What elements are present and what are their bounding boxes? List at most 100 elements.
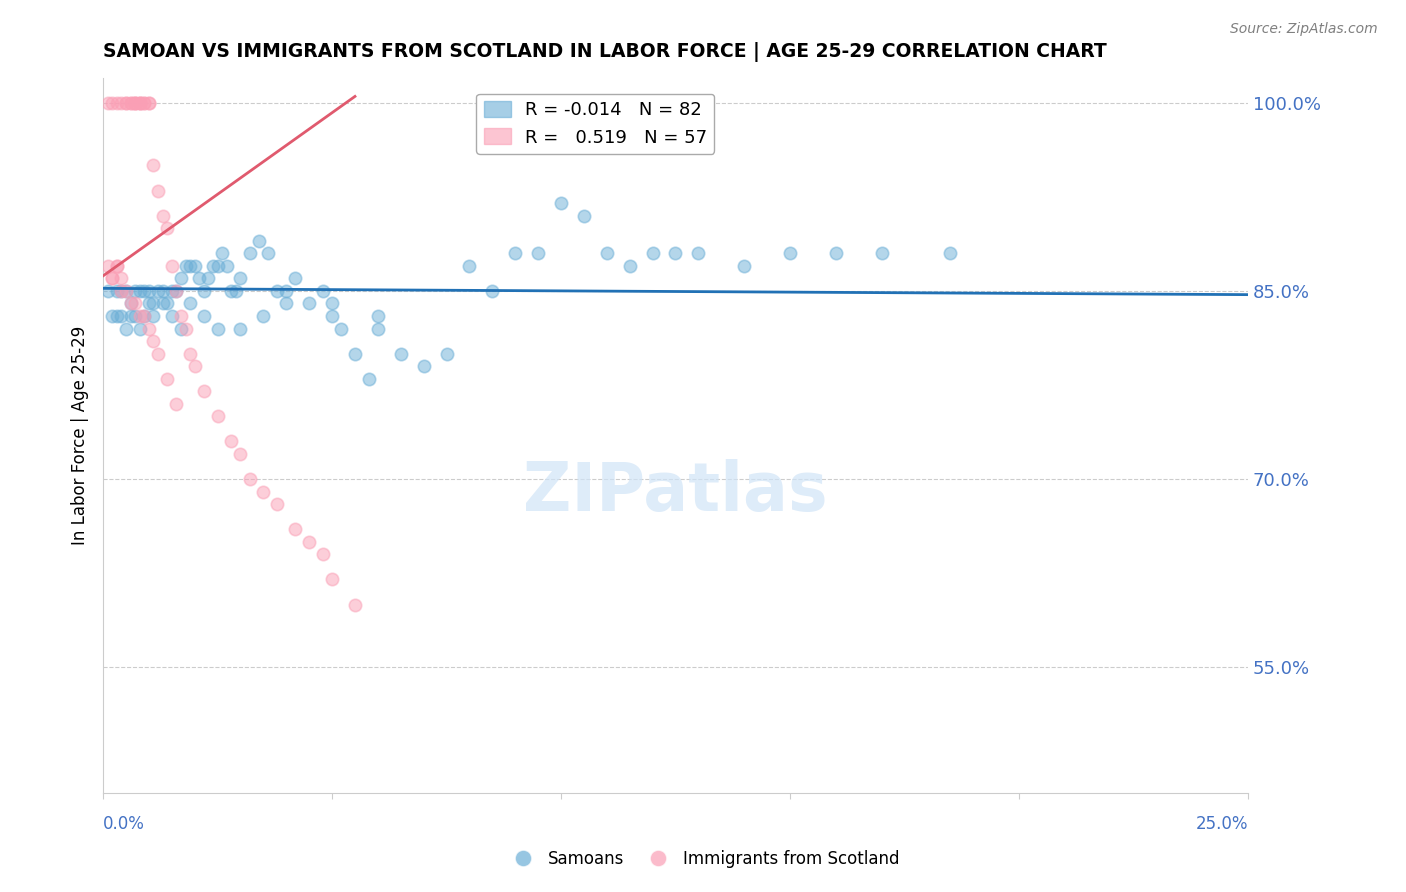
Point	[183, 259, 205, 273]
Point	[215, 259, 238, 273]
Point	[229, 271, 252, 285]
Point	[193, 309, 215, 323]
Point	[128, 95, 150, 110]
Point	[239, 472, 262, 486]
Point	[105, 259, 128, 273]
Point	[110, 95, 132, 110]
Point	[284, 271, 307, 285]
Point	[312, 284, 335, 298]
Point	[156, 372, 179, 386]
Point	[124, 284, 146, 298]
Point	[367, 309, 389, 323]
Point	[115, 284, 138, 298]
Legend: R = -0.014   N = 82, R =   0.519   N = 57: R = -0.014 N = 82, R = 0.519 N = 57	[477, 94, 714, 153]
Point	[124, 95, 146, 110]
Point	[170, 271, 193, 285]
Point	[110, 271, 132, 285]
Point	[458, 259, 481, 273]
Point	[179, 259, 201, 273]
Point	[128, 95, 150, 110]
Point	[321, 573, 343, 587]
Point	[207, 409, 229, 424]
Point	[481, 284, 503, 298]
Point	[572, 209, 595, 223]
Point	[202, 259, 225, 273]
Legend: Samoans, Immigrants from Scotland: Samoans, Immigrants from Scotland	[501, 844, 905, 875]
Point	[870, 246, 893, 260]
Point	[252, 484, 274, 499]
Point	[733, 259, 755, 273]
Point	[527, 246, 550, 260]
Point	[97, 284, 120, 298]
Point	[142, 158, 165, 172]
Point	[97, 95, 120, 110]
Point	[138, 95, 160, 110]
Point	[298, 534, 321, 549]
Point	[179, 296, 201, 310]
Point	[412, 359, 434, 373]
Point	[357, 372, 380, 386]
Text: ZIPatlas: ZIPatlas	[523, 459, 828, 525]
Point	[193, 384, 215, 399]
Point	[152, 296, 174, 310]
Point	[138, 95, 160, 110]
Point	[257, 246, 280, 260]
Point	[664, 246, 686, 260]
Point	[247, 234, 270, 248]
Point	[110, 309, 132, 323]
Point	[115, 321, 138, 335]
Point	[115, 284, 138, 298]
Point	[105, 309, 128, 323]
Point	[330, 321, 353, 335]
Point	[128, 284, 150, 298]
Point	[165, 284, 187, 298]
Point	[221, 284, 243, 298]
Point	[160, 309, 183, 323]
Point	[225, 284, 247, 298]
Point	[165, 397, 187, 411]
Point	[101, 271, 124, 285]
Text: SAMOAN VS IMMIGRANTS FROM SCOTLAND IN LABOR FORCE | AGE 25-29 CORRELATION CHART: SAMOAN VS IMMIGRANTS FROM SCOTLAND IN LA…	[103, 42, 1107, 62]
Point	[619, 259, 641, 273]
Point	[138, 296, 160, 310]
Point	[124, 296, 146, 310]
Point	[134, 309, 156, 323]
Point	[146, 184, 169, 198]
Point	[779, 246, 801, 260]
Point	[120, 296, 142, 310]
Point	[229, 447, 252, 461]
Point	[120, 296, 142, 310]
Point	[101, 95, 124, 110]
Point	[105, 259, 128, 273]
Point	[120, 95, 142, 110]
Point	[343, 598, 366, 612]
Point	[389, 346, 412, 360]
Point	[188, 271, 211, 285]
Point	[321, 309, 343, 323]
Point	[193, 284, 215, 298]
Point	[207, 321, 229, 335]
Point	[252, 309, 274, 323]
Point	[124, 309, 146, 323]
Point	[124, 95, 146, 110]
Point	[124, 95, 146, 110]
Point	[436, 346, 458, 360]
Text: 25.0%: 25.0%	[1195, 815, 1249, 833]
Point	[239, 246, 262, 260]
Point	[207, 259, 229, 273]
Point	[321, 296, 343, 310]
Point	[120, 95, 142, 110]
Point	[138, 284, 160, 298]
Point	[142, 296, 165, 310]
Point	[312, 547, 335, 561]
Point	[146, 346, 169, 360]
Point	[641, 246, 664, 260]
Point	[298, 296, 321, 310]
Point	[128, 95, 150, 110]
Point	[170, 321, 193, 335]
Point	[160, 284, 183, 298]
Point	[134, 309, 156, 323]
Point	[101, 309, 124, 323]
Point	[503, 246, 526, 260]
Point	[152, 209, 174, 223]
